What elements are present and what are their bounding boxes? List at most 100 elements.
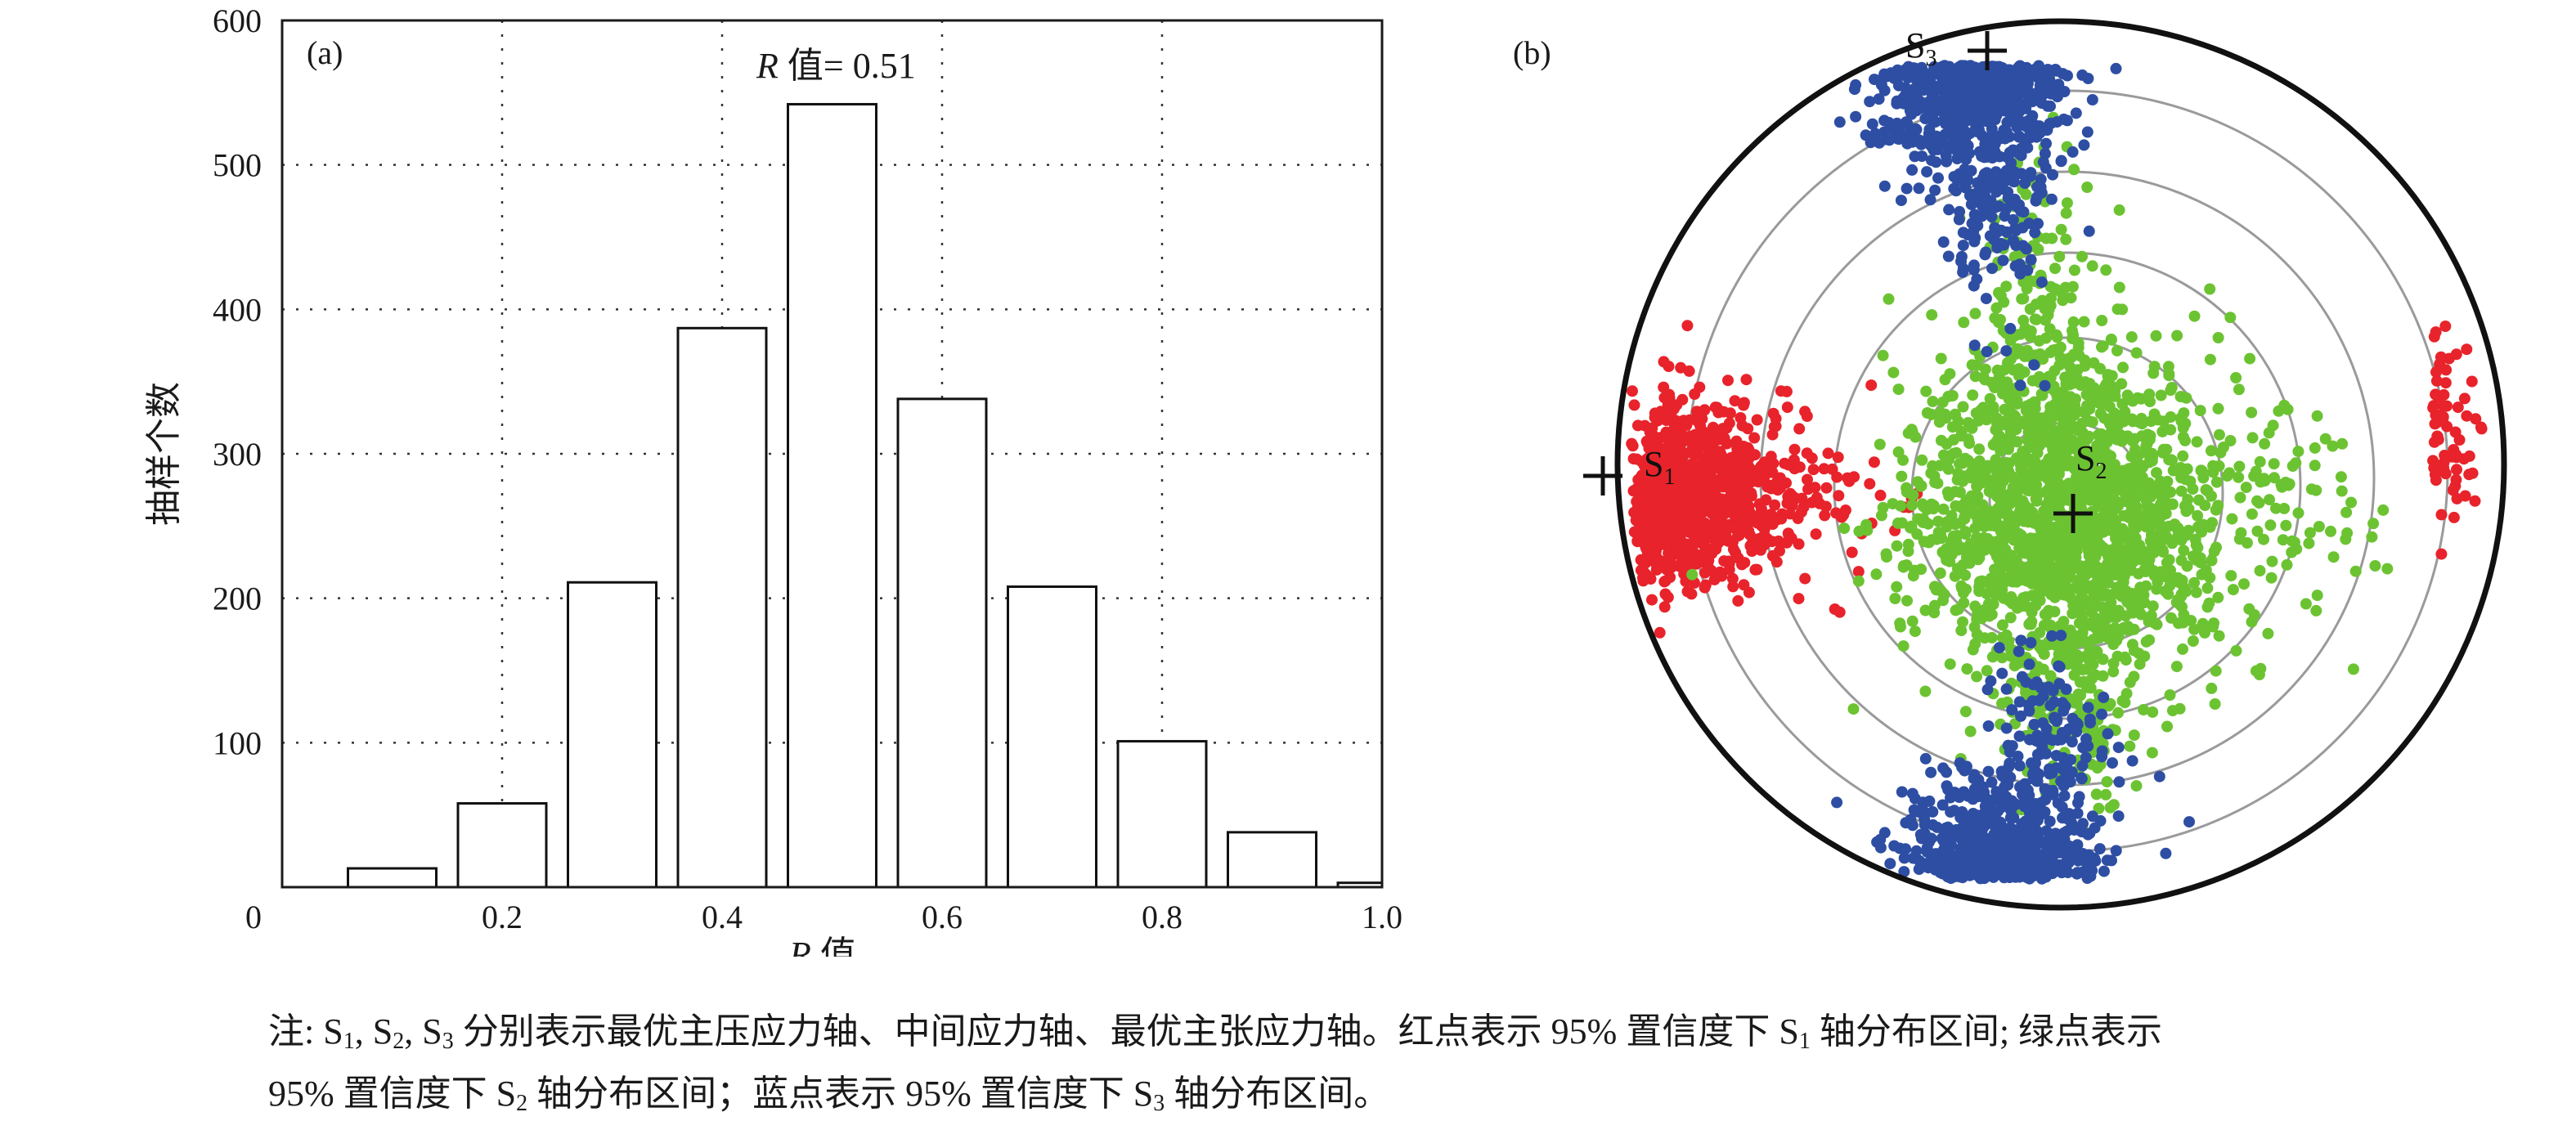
scatter-point — [2233, 383, 2245, 396]
scatter-point — [1909, 626, 1921, 638]
scatter-point — [1806, 452, 1818, 464]
scatter-point — [1916, 150, 1928, 163]
scatter-point — [2183, 524, 2195, 536]
scatter-point — [2045, 117, 2058, 129]
scatter-point — [1658, 356, 1670, 368]
scatter-point — [1971, 670, 1983, 683]
scatter-point — [2175, 485, 2188, 497]
scatter-point — [1943, 204, 1955, 216]
scatter-point — [1933, 460, 1945, 472]
scatter-point — [2023, 618, 2035, 630]
scatter-point — [2286, 546, 2298, 558]
scatter-point — [2044, 584, 2056, 596]
scatter-point — [1950, 446, 1963, 459]
scatter-point — [1951, 473, 1963, 486]
scatter-point — [2059, 728, 2071, 740]
scatter-point — [2047, 567, 2059, 579]
scatter-point — [1990, 110, 2003, 122]
scatter-point — [2206, 682, 2218, 694]
scatter-point — [1977, 180, 1989, 192]
scatter-point — [2148, 408, 2161, 420]
scatter-point — [1645, 521, 1658, 533]
scatter-point — [2061, 774, 2073, 787]
scatter-point — [2067, 712, 2079, 724]
scatter-point — [1954, 757, 1966, 769]
scatter-point — [1981, 414, 1993, 426]
scatter-point — [2126, 588, 2138, 599]
scatter-point — [2091, 762, 2103, 774]
scatter-point — [1977, 499, 1989, 511]
scatter-point — [2085, 459, 2097, 471]
scatter-point — [2071, 662, 2083, 675]
scatter-point — [2266, 555, 2278, 567]
scatter-point — [2037, 717, 2049, 729]
scatter-point — [2044, 527, 2056, 540]
y-tick-label: 200 — [213, 581, 262, 617]
scatter-point — [1738, 399, 1749, 411]
scatter-point — [2461, 410, 2473, 422]
scatter-point — [1959, 511, 1971, 523]
scatter-point — [1686, 541, 1699, 554]
scatter-point — [1986, 651, 1999, 663]
scatter-point — [2091, 576, 2103, 588]
scatter-point — [2206, 554, 2218, 567]
y-tick-label: 100 — [213, 724, 262, 761]
scatter-point — [2204, 353, 2216, 365]
scatter-point — [1664, 572, 1676, 583]
scatter-point — [2098, 865, 2110, 877]
scatter-point — [2000, 791, 2013, 803]
scatter-point — [2034, 79, 2046, 92]
scatter-point — [2081, 520, 2094, 532]
scatter-point — [1911, 528, 1923, 540]
scatter-point — [1889, 126, 1901, 138]
scatter-point — [1878, 827, 1891, 839]
scatter-point — [1788, 443, 1801, 455]
scatter-point — [2113, 776, 2125, 788]
scatter-point — [2097, 670, 2109, 682]
scatter-point — [1932, 582, 1944, 594]
scatter-point — [2027, 64, 2040, 76]
scatter-point — [2019, 445, 2031, 457]
scatter-point — [2121, 543, 2134, 555]
scatter-point — [1950, 604, 1962, 617]
scatter-point — [2059, 281, 2071, 294]
scatter-point — [2050, 750, 2062, 762]
scatter-point — [2000, 280, 2013, 293]
scatter-point — [1919, 818, 1931, 831]
scatter-point — [2004, 757, 2016, 769]
scatter-point — [2164, 580, 2176, 592]
scatter-point — [1681, 320, 1694, 332]
scatter-point — [1892, 383, 1905, 396]
scatter-point — [1866, 118, 1878, 130]
scatter-point — [1738, 579, 1750, 591]
scatter-point — [2262, 627, 2274, 639]
scatter-point — [2061, 197, 2073, 209]
scatter-point — [2165, 486, 2177, 498]
scatter-point — [1986, 842, 1999, 854]
scatter-point — [2277, 534, 2289, 546]
scatter-point — [2319, 433, 2331, 445]
scatter-point — [2309, 460, 2321, 472]
scatter-point — [1962, 229, 1974, 240]
scatter-point — [2047, 168, 2058, 181]
scatter-point — [2195, 464, 2207, 477]
scatter-point — [1723, 558, 1735, 570]
scatter-point — [1921, 407, 1933, 419]
scatter-point — [2178, 545, 2190, 557]
scatter-point — [1959, 706, 1972, 718]
scatter-point — [2161, 720, 2173, 733]
scatter-point — [1676, 393, 1689, 406]
scatter-point — [1958, 786, 1970, 798]
scatter-point — [1924, 194, 1936, 206]
scatter-point — [2001, 66, 2013, 78]
scatter-point — [2183, 816, 2195, 828]
x-tick-label: 0.2 — [482, 899, 523, 935]
scatter-point — [2071, 371, 2083, 383]
scatter-point — [1942, 487, 1954, 499]
scatter-point — [1955, 255, 1967, 267]
scatter-point — [1731, 438, 1744, 451]
scatter-point — [2098, 691, 2110, 703]
scatter-point — [1955, 862, 1968, 873]
scatter-point — [1917, 796, 1929, 809]
